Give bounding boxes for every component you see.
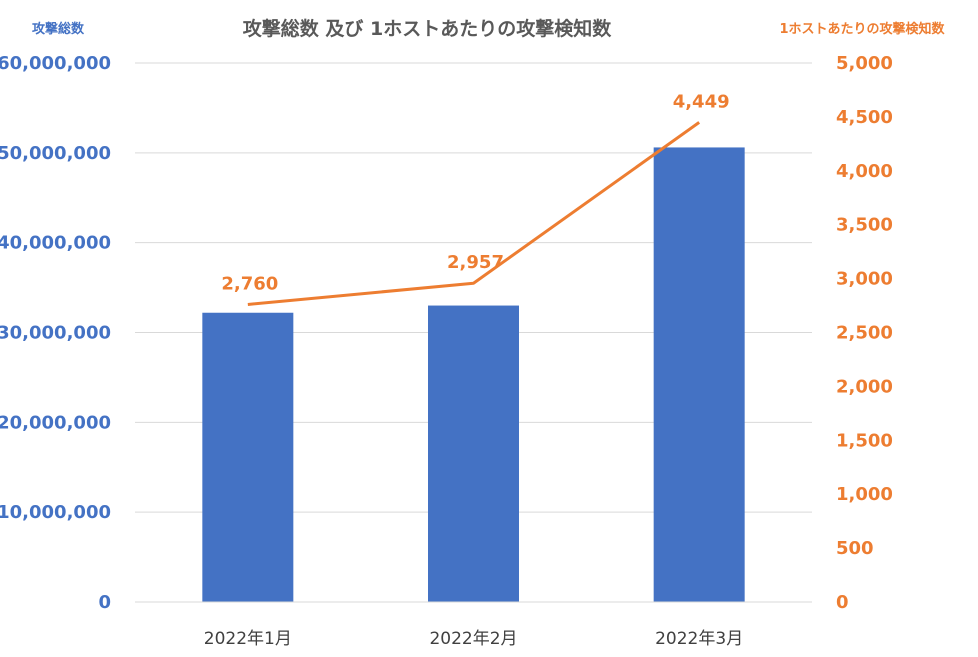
y-tick-label-left: 20,000,000: [0, 412, 111, 433]
y-tick-label-right: 3,000: [836, 269, 893, 290]
y-tick-label-right: 500: [836, 538, 874, 559]
x-tick-label: 2022年2月: [429, 629, 517, 649]
line-series-path: [247, 121, 701, 306]
y-tick-label-left: 10,000,000: [0, 502, 111, 523]
y-tick-label-left: 0: [98, 592, 111, 613]
y-tick-label-right: 5,000: [836, 53, 893, 74]
data-label: 2,760: [221, 273, 278, 294]
y-tick-label-left: 60,000,000: [0, 53, 111, 74]
bar: [202, 312, 294, 602]
y-tick-label-left: 50,000,000: [0, 143, 111, 164]
y-tick-label-left: 40,000,000: [0, 233, 111, 254]
y-tick-label-left: 30,000,000: [0, 323, 111, 344]
x-tick-label: 2022年1月: [204, 629, 292, 649]
data-label: 2,957: [447, 252, 504, 273]
y-axis-right: 0 500 1,000 1,500 2,000 2,500 3,000 3,500 4,000 4…: [836, 53, 893, 613]
y-axis-title-right: 1ホストあたりの攻撃検知数: [779, 21, 945, 37]
y-axis-left: 0 10,000,000 20,000,000 30,000,000 40,000,00…: [0, 53, 111, 613]
x-tick-label: 2022年3月: [655, 629, 743, 649]
line-series: [247, 121, 701, 306]
chart-title: 攻撃総数 及び 1ホストあたりの攻撃検知数: [243, 17, 612, 40]
y-tick-label-right: 2,500: [836, 323, 893, 344]
y-tick-label-right: 1,500: [836, 430, 893, 451]
y-axis-title-left: 攻撃総数: [32, 21, 85, 37]
y-tick-label-right: 4,500: [836, 107, 893, 128]
y-tick-label-right: 0: [836, 592, 849, 613]
y-tick-label-right: 1,000: [836, 484, 893, 505]
data-labels: 2,760 2,957 4,449: [221, 91, 729, 294]
bar: [653, 147, 745, 602]
x-axis: 2022年1月 2022年2月 2022年3月: [135, 601, 812, 649]
y-tick-label-right: 4,000: [836, 161, 893, 182]
y-tick-label-right: 2,000: [836, 376, 893, 397]
bar: [428, 305, 519, 602]
data-label: 4,449: [673, 91, 730, 112]
bar-series: [202, 147, 745, 602]
y-tick-label-right: 3,500: [836, 215, 893, 236]
